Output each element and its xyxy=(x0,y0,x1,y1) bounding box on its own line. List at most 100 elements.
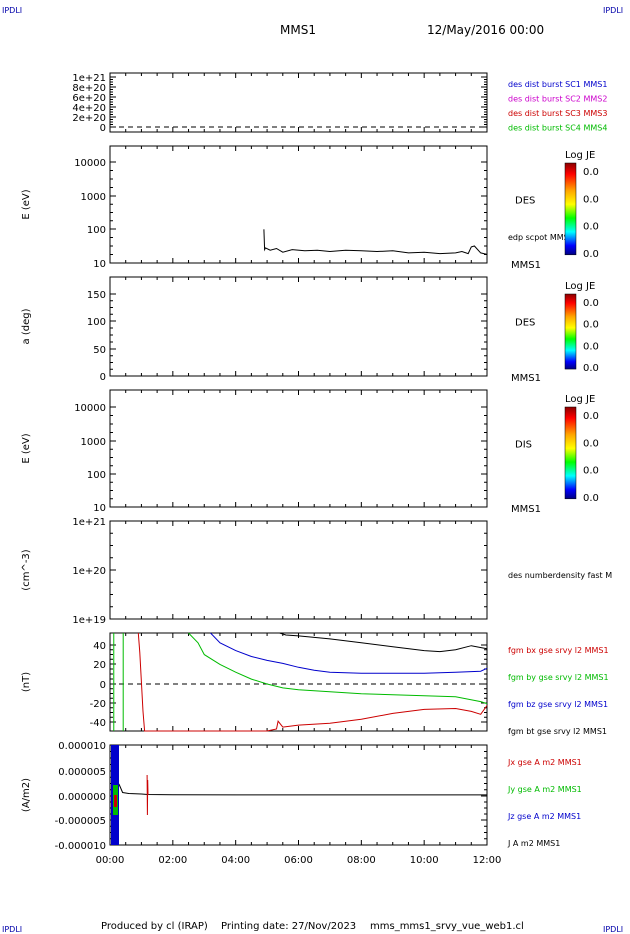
overlay-label: edp scpot MMS1 xyxy=(508,233,574,242)
panel-des-energy: 10000 1000 100 10 E (eV) DES MMS1 edp scpot MMS… xyxy=(21,145,599,271)
y-tick-label: 0 xyxy=(100,680,106,691)
y-axis-label: (cm^-3) xyxy=(21,549,32,590)
y-axis-label: a (deg) xyxy=(21,308,32,344)
y-tick-label: 10 xyxy=(93,503,106,514)
panel-frame xyxy=(109,276,488,377)
y-tick-label: 100 xyxy=(87,470,106,481)
colorbar-tick-label: 0.0 xyxy=(583,249,599,260)
legend-des-numberdensity-fast-m: des numberdensity fast M xyxy=(508,571,612,580)
colorbar xyxy=(564,162,577,256)
series-jx-gse-a-m2-mms1 xyxy=(146,774,149,816)
colorbar-tick-label: 0.0 xyxy=(583,194,599,205)
time-axis-label: 12:00 xyxy=(473,855,502,866)
colorbar-tick-label: 0.0 xyxy=(583,363,599,374)
panel-des-pitch: 150 100 50 0 a (deg) DES MMS1 Log JE 0.0 0.0 0.0 0.… xyxy=(21,276,599,384)
corner-label-bottom-right: IPDLI xyxy=(603,925,623,934)
y-axis-label: (A/m2) xyxy=(21,778,32,812)
y-tick-label: 1e+19 xyxy=(72,615,106,626)
instrument-label: DIS xyxy=(515,440,532,451)
colorbar-title: Log JE xyxy=(565,150,595,161)
legend-jx-gse-a-m2-mms1: Jx gse A m2 MMS1 xyxy=(507,758,582,767)
legend-des-dist-burst-sc1-mms1: des dist burst SC1 MMS1 xyxy=(508,80,607,89)
colorbar-tick-label: 0.0 xyxy=(583,298,599,309)
y-tick-label: 2e+20 xyxy=(72,113,106,124)
y-tick-label: -20 xyxy=(90,699,106,710)
y-tick-label: -40 xyxy=(90,718,106,729)
series-fgm-bt-gse-srvy-l2-mms1 xyxy=(279,632,488,653)
colorbar-tick-label: 0.0 xyxy=(583,341,599,352)
y-tick-label: 0.000010 xyxy=(58,741,106,752)
footer-produced-by: Produced by cl (IRAP) xyxy=(101,921,208,932)
y-tick-label: 1000 xyxy=(81,192,106,203)
y-tick-label: 0.000000 xyxy=(58,792,106,803)
panel-dis-energy: 10000 1000 100 10 E (eV) DIS MMS1 Log JE 0.0 0.0 0… xyxy=(21,389,599,515)
y-tick-label: 20 xyxy=(93,660,106,671)
panel-density: 1e+21 1e+20 1e+19 (cm^-3) des numberdensity … xyxy=(21,517,612,626)
spacecraft-sub-label: MMS1 xyxy=(511,504,541,515)
series-j-a-m2-mms1 xyxy=(112,774,487,796)
colorbar-title: Log JE xyxy=(565,281,595,292)
jx-burst xyxy=(114,795,117,807)
corner-label-top-right: IPDLI xyxy=(603,6,623,15)
time-axis-label: 00:00 xyxy=(96,855,125,866)
y-tick-label: 150 xyxy=(87,290,106,301)
legend-j-a-m2-mms1: J A m2 MMS1 xyxy=(507,839,560,848)
legend-jy-gse-a-m2-mms1: Jy gse A m2 MMS1 xyxy=(507,785,582,794)
legend-des-dist-burst-sc3-mms3: des dist burst SC3 MMS3 xyxy=(508,109,607,118)
y-tick-label: 8e+20 xyxy=(72,83,106,94)
colorbar-tick-label: 0.0 xyxy=(583,320,599,331)
spacecraft-title: MMS1 xyxy=(280,23,316,37)
y-tick-label: 10000 xyxy=(74,403,106,414)
panel-current-density: 0.000010 0.000005 0.000000 -0.000005 -0.0000… xyxy=(21,741,582,852)
legend-des-dist-burst-sc4-mms4: des dist burst SC4 MMS4 xyxy=(508,124,607,133)
panel-frame xyxy=(109,520,488,620)
y-tick-label: -0.000010 xyxy=(55,841,106,852)
panel-frame xyxy=(109,72,488,133)
y-tick-label: 1e+20 xyxy=(72,566,106,577)
series-fgm-bx-gse-srvy-l2-mms1 xyxy=(137,632,488,732)
series-fgm-by-gse-srvy-l2-mms1 xyxy=(188,632,488,705)
footer-filename: mms_mms1_srvy_vue_web1.cl xyxy=(370,921,524,932)
y-tick-label: 0.000005 xyxy=(58,767,106,778)
y-tick-label: 100 xyxy=(87,225,106,236)
y-tick-label: 1000 xyxy=(81,437,106,448)
colorbar-tick-label: 0.0 xyxy=(583,466,599,477)
series-edp-scpot-mms1 xyxy=(263,229,488,255)
time-axis-label: 10:00 xyxy=(410,855,439,866)
corner-label-top-left: IPDLI xyxy=(2,6,22,15)
series-fgm-bz-gse-srvy-l2-mms1 xyxy=(210,632,488,674)
time-axis-label: 08:00 xyxy=(347,855,376,866)
time-axis-label: 06:00 xyxy=(284,855,313,866)
panel-frame xyxy=(109,632,488,732)
y-tick-label: -0.000005 xyxy=(55,816,106,827)
time-axis-label: 04:00 xyxy=(221,855,250,866)
y-tick-label: 10000 xyxy=(74,158,106,169)
time-axis-label: 02:00 xyxy=(158,855,187,866)
y-tick-label: 100 xyxy=(87,317,106,328)
colorbar-tick-label: 0.0 xyxy=(583,411,599,422)
colorbar xyxy=(564,293,577,370)
y-axis-label: E (eV) xyxy=(21,189,32,219)
colorbar-title: Log JE xyxy=(565,394,595,405)
corner-label-bottom-left: IPDLI xyxy=(2,925,22,934)
y-tick-label: 4e+20 xyxy=(72,103,106,114)
colorbar-tick-label: 0.0 xyxy=(583,438,599,449)
legend-fgm-bx-gse-srvy-l2-mms1: fgm bx gse srvy l2 MMS1 xyxy=(508,646,609,655)
colorbar-tick-label: 0.0 xyxy=(583,493,599,504)
y-tick-label: 50 xyxy=(93,345,106,356)
spacecraft-sub-label: MMS1 xyxy=(511,373,541,384)
y-tick-label: 10 xyxy=(93,259,106,270)
instrument-label: DES xyxy=(515,318,535,329)
colorbar xyxy=(564,406,577,500)
footer-printing-date: Printing date: 27/Nov/2023 xyxy=(221,921,356,932)
instrument-label: DES xyxy=(515,196,535,207)
legend-des-dist-burst-sc2-mms2: des dist burst SC2 MMS2 xyxy=(508,95,607,104)
y-tick-label: 1e+21 xyxy=(72,73,106,84)
y-tick-label: 40 xyxy=(93,641,106,652)
y-tick-label: 0 xyxy=(100,123,106,134)
y-tick-label: 1e+21 xyxy=(72,517,106,528)
panel-frame xyxy=(109,389,488,508)
y-axis-label: E (eV) xyxy=(21,433,32,463)
y-tick-label: 0 xyxy=(100,372,106,383)
